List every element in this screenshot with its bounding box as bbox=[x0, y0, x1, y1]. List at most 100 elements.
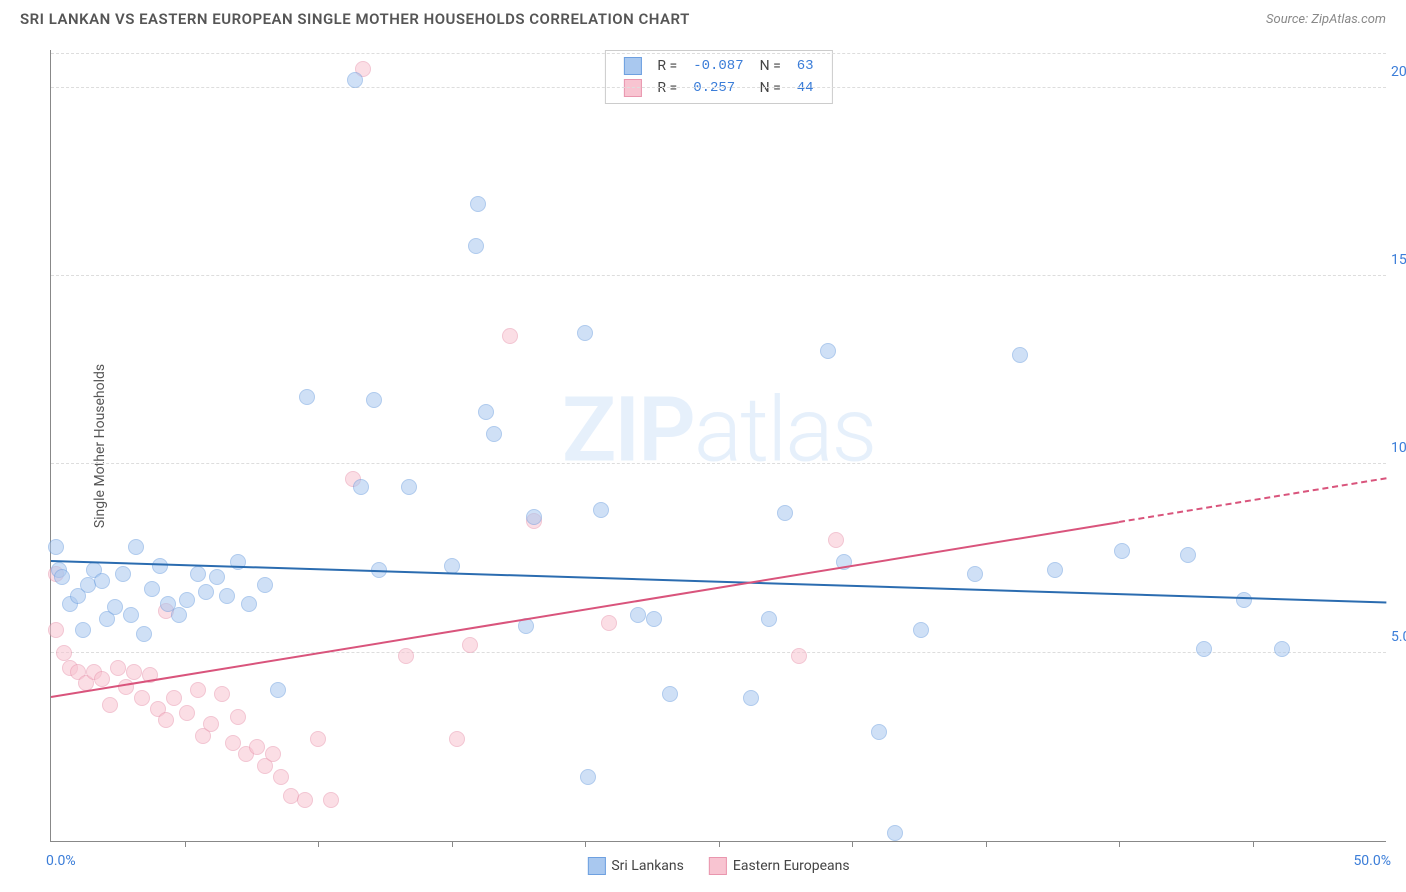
point-blue bbox=[136, 626, 152, 642]
gridline bbox=[51, 463, 1386, 464]
x-axis-min: 0.0% bbox=[46, 853, 76, 869]
point-blue bbox=[123, 607, 139, 623]
regression-line bbox=[51, 521, 1119, 698]
source-label: Source: ZipAtlas.com bbox=[1266, 12, 1386, 27]
point-blue bbox=[1047, 562, 1063, 578]
point-pink bbox=[249, 739, 265, 755]
point-pink bbox=[398, 648, 414, 664]
point-pink bbox=[230, 709, 246, 725]
swatch-pink-2 bbox=[709, 857, 727, 875]
swatch-pink bbox=[623, 79, 641, 97]
point-pink bbox=[462, 637, 478, 653]
point-pink bbox=[601, 615, 617, 631]
point-blue bbox=[48, 539, 64, 555]
point-blue bbox=[486, 426, 502, 442]
x-tick bbox=[585, 841, 586, 847]
point-blue bbox=[777, 505, 793, 521]
point-blue bbox=[593, 502, 609, 518]
point-pink bbox=[102, 697, 118, 713]
x-tick bbox=[1253, 841, 1254, 847]
point-pink bbox=[179, 705, 195, 721]
point-blue bbox=[257, 577, 273, 593]
point-blue bbox=[820, 343, 836, 359]
point-pink bbox=[190, 682, 206, 698]
point-blue bbox=[887, 825, 903, 841]
point-pink bbox=[273, 769, 289, 785]
regression-line bbox=[1119, 477, 1386, 523]
n-value-2: 44 bbox=[789, 77, 822, 99]
y-tick-label: 15.0% bbox=[1391, 252, 1406, 268]
point-pink bbox=[323, 792, 339, 808]
y-tick-label: 20.0% bbox=[1391, 64, 1406, 80]
point-pink bbox=[214, 686, 230, 702]
r-value-2: 0.257 bbox=[685, 77, 751, 99]
stats-legend: R = -0.087 N = 63 R = 0.257 N = 44 bbox=[604, 50, 832, 104]
point-pink bbox=[449, 731, 465, 747]
watermark: ZIPatlas bbox=[562, 377, 875, 482]
legend-label-1: Sri Lankans bbox=[611, 858, 684, 874]
n-label: N = bbox=[752, 55, 789, 77]
x-tick bbox=[185, 841, 186, 847]
point-blue bbox=[1274, 641, 1290, 657]
swatch-blue bbox=[623, 57, 641, 75]
point-pink bbox=[265, 746, 281, 762]
point-blue bbox=[190, 566, 206, 582]
plot-area: Single Mother Households ZIPatlas R = -0… bbox=[50, 50, 1386, 842]
point-pink bbox=[502, 328, 518, 344]
point-blue bbox=[270, 682, 286, 698]
point-blue bbox=[1012, 347, 1028, 363]
point-blue bbox=[1180, 547, 1196, 563]
series-legend: Sri Lankans Eastern Europeans bbox=[587, 857, 849, 875]
point-pink bbox=[828, 532, 844, 548]
point-pink bbox=[225, 735, 241, 751]
point-blue bbox=[241, 596, 257, 612]
x-axis-max: 50.0% bbox=[1353, 853, 1391, 869]
point-blue bbox=[152, 558, 168, 574]
point-pink bbox=[94, 671, 110, 687]
point-blue bbox=[580, 769, 596, 785]
point-blue bbox=[115, 566, 131, 582]
n-label-2: N = bbox=[752, 77, 789, 99]
point-blue bbox=[299, 389, 315, 405]
r-value-1: -0.087 bbox=[685, 55, 751, 77]
gridline bbox=[51, 275, 1386, 276]
point-blue bbox=[366, 392, 382, 408]
gridline bbox=[51, 652, 1386, 653]
point-pink bbox=[158, 712, 174, 728]
y-tick-label: 10.0% bbox=[1391, 440, 1406, 456]
point-blue bbox=[209, 569, 225, 585]
point-blue bbox=[630, 607, 646, 623]
point-blue bbox=[662, 686, 678, 702]
point-blue bbox=[94, 573, 110, 589]
point-pink bbox=[310, 731, 326, 747]
x-tick bbox=[452, 841, 453, 847]
gridline bbox=[51, 87, 1386, 88]
point-blue bbox=[401, 479, 417, 495]
r-label-2: R = bbox=[649, 77, 685, 99]
point-pink bbox=[110, 660, 126, 676]
point-blue bbox=[478, 404, 494, 420]
x-tick bbox=[852, 841, 853, 847]
x-tick bbox=[986, 841, 987, 847]
point-pink bbox=[48, 622, 64, 638]
point-blue bbox=[1114, 543, 1130, 559]
point-blue bbox=[913, 622, 929, 638]
point-blue bbox=[577, 325, 593, 341]
point-blue bbox=[526, 509, 542, 525]
point-blue bbox=[468, 238, 484, 254]
point-pink bbox=[166, 690, 182, 706]
point-pink bbox=[203, 716, 219, 732]
point-blue bbox=[967, 566, 983, 582]
point-pink bbox=[791, 648, 807, 664]
y-tick-label: 5.0% bbox=[1391, 629, 1406, 645]
point-blue bbox=[353, 479, 369, 495]
chart-title: SRI LANKAN VS EASTERN EUROPEAN SINGLE MO… bbox=[20, 10, 690, 28]
n-value-1: 63 bbox=[789, 55, 822, 77]
legend-label-2: Eastern Europeans bbox=[733, 858, 850, 874]
r-label: R = bbox=[649, 55, 685, 77]
point-pink bbox=[126, 664, 142, 680]
point-blue bbox=[128, 539, 144, 555]
point-blue bbox=[1236, 592, 1252, 608]
point-pink bbox=[134, 690, 150, 706]
point-blue bbox=[171, 607, 187, 623]
